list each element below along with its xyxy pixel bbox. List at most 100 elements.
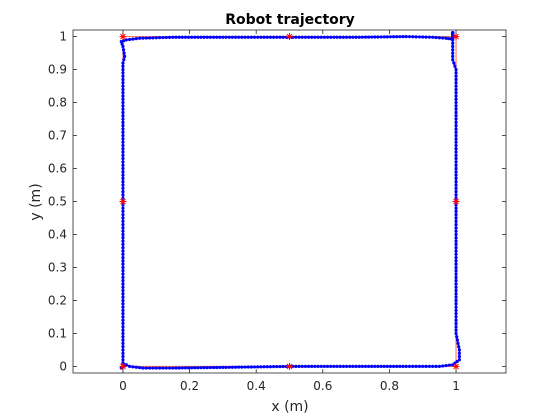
trajectory-point (121, 269, 125, 273)
trajectory-point (424, 35, 428, 39)
trajectory-point (457, 345, 461, 349)
trajectory-point (454, 308, 458, 312)
trajectory-point (121, 64, 125, 68)
trajectory-point (120, 42, 124, 46)
trajectory-point (391, 35, 396, 39)
trajectory-point (121, 153, 125, 157)
trajectory-point (121, 74, 125, 78)
trajectory-point (441, 364, 445, 368)
trajectory-point (121, 91, 125, 95)
trajectory-point (121, 305, 125, 309)
x-tick-label: 1 (452, 379, 460, 393)
trajectory-point (454, 127, 458, 131)
trajectory-point (348, 364, 352, 368)
trajectory-point (141, 366, 145, 370)
trajectory-point (454, 193, 458, 197)
y-tick-label: 0.2 (48, 293, 67, 307)
trajectory-point (454, 331, 458, 336)
trajectory-point (158, 366, 162, 370)
trajectory-point (218, 35, 222, 39)
trajectory-point (154, 36, 158, 40)
trajectory-point (454, 87, 458, 91)
trajectory-point (404, 364, 408, 368)
trajectory-point (121, 219, 125, 223)
trajectory-point (121, 104, 125, 108)
trajectory-point (121, 133, 125, 138)
trajectory-point (227, 35, 231, 39)
trajectory-point (121, 358, 125, 362)
waypoint-marker (452, 362, 460, 370)
trajectory-point (121, 226, 125, 230)
trajectory-point (401, 35, 405, 39)
trajectory-point (262, 35, 266, 39)
trajectory-point (454, 321, 458, 326)
trajectory-point (121, 120, 125, 124)
trajectory-point (417, 364, 421, 368)
trajectory-point (382, 364, 386, 368)
trajectory-point (121, 114, 125, 118)
waypoint-marker (119, 362, 127, 370)
trajectory-point (454, 282, 458, 286)
trajectory-point (121, 348, 125, 352)
trajectory-point (316, 364, 320, 368)
trajectory-point (360, 35, 364, 39)
trajectory-point (345, 364, 349, 368)
trajectory-point (434, 35, 438, 40)
trajectory-point (454, 292, 458, 296)
trajectory-point (376, 35, 380, 39)
trajectory-point (121, 259, 125, 263)
trajectory-point (243, 35, 247, 39)
trajectory-point (451, 54, 455, 58)
trajectory-point (233, 365, 238, 369)
trajectory-point (454, 183, 458, 187)
trajectory-point (348, 35, 352, 39)
trajectory-point (154, 366, 158, 370)
trajectory-point (121, 100, 125, 105)
trajectory-point (121, 239, 125, 243)
trajectory-point (313, 35, 317, 39)
trajectory-point (121, 338, 125, 342)
trajectory-point (447, 363, 451, 367)
trajectory-point (370, 364, 374, 368)
trajectory-point (167, 35, 172, 39)
trajectory-point (454, 325, 458, 329)
y-axis-label: y (m) (28, 183, 44, 220)
trajectory-point (128, 37, 132, 42)
trajectory-point (215, 35, 219, 39)
trajectory-point (121, 302, 125, 306)
trajectory-point (134, 37, 138, 41)
trajectory-point (174, 35, 178, 39)
trajectory-point (237, 35, 241, 39)
trajectory-point (310, 35, 314, 39)
y-tick-label: 0.1 (48, 326, 67, 340)
trajectory-point (363, 364, 368, 368)
trajectory-point (205, 366, 209, 370)
x-tick-label: 0.4 (247, 379, 266, 393)
trajectory-point (411, 35, 415, 39)
trajectory-point (454, 219, 458, 223)
trajectory-point (121, 222, 125, 227)
trajectory-point (265, 35, 269, 39)
trajectory-point (376, 364, 380, 368)
trajectory-point (193, 366, 197, 370)
trajectory-point (454, 206, 458, 210)
trajectory-point (221, 35, 225, 39)
trajectory-point (454, 157, 458, 161)
trajectory-point (121, 232, 125, 237)
trajectory-point (121, 44, 125, 49)
trajectory-point (451, 58, 455, 62)
trajectory-point (454, 315, 458, 319)
trajectory-point (454, 163, 458, 167)
trajectory-point (329, 35, 333, 39)
trajectory-point (454, 67, 458, 72)
y-tick-label: 0.3 (48, 260, 67, 274)
trajectory-point (454, 302, 458, 306)
y-axis: 0 0.1 0.2 0.3 0.4 0.5 0.6 0.7 0.8 0.9 1 (48, 30, 506, 373)
trajectory-point (373, 364, 377, 368)
trajectory-point (411, 364, 415, 368)
trajectory-point (457, 351, 461, 355)
x-tick-label: 0.2 (180, 379, 199, 393)
trajectory-point (259, 365, 263, 369)
trajectory-point (325, 35, 330, 39)
trajectory-point (262, 365, 266, 369)
